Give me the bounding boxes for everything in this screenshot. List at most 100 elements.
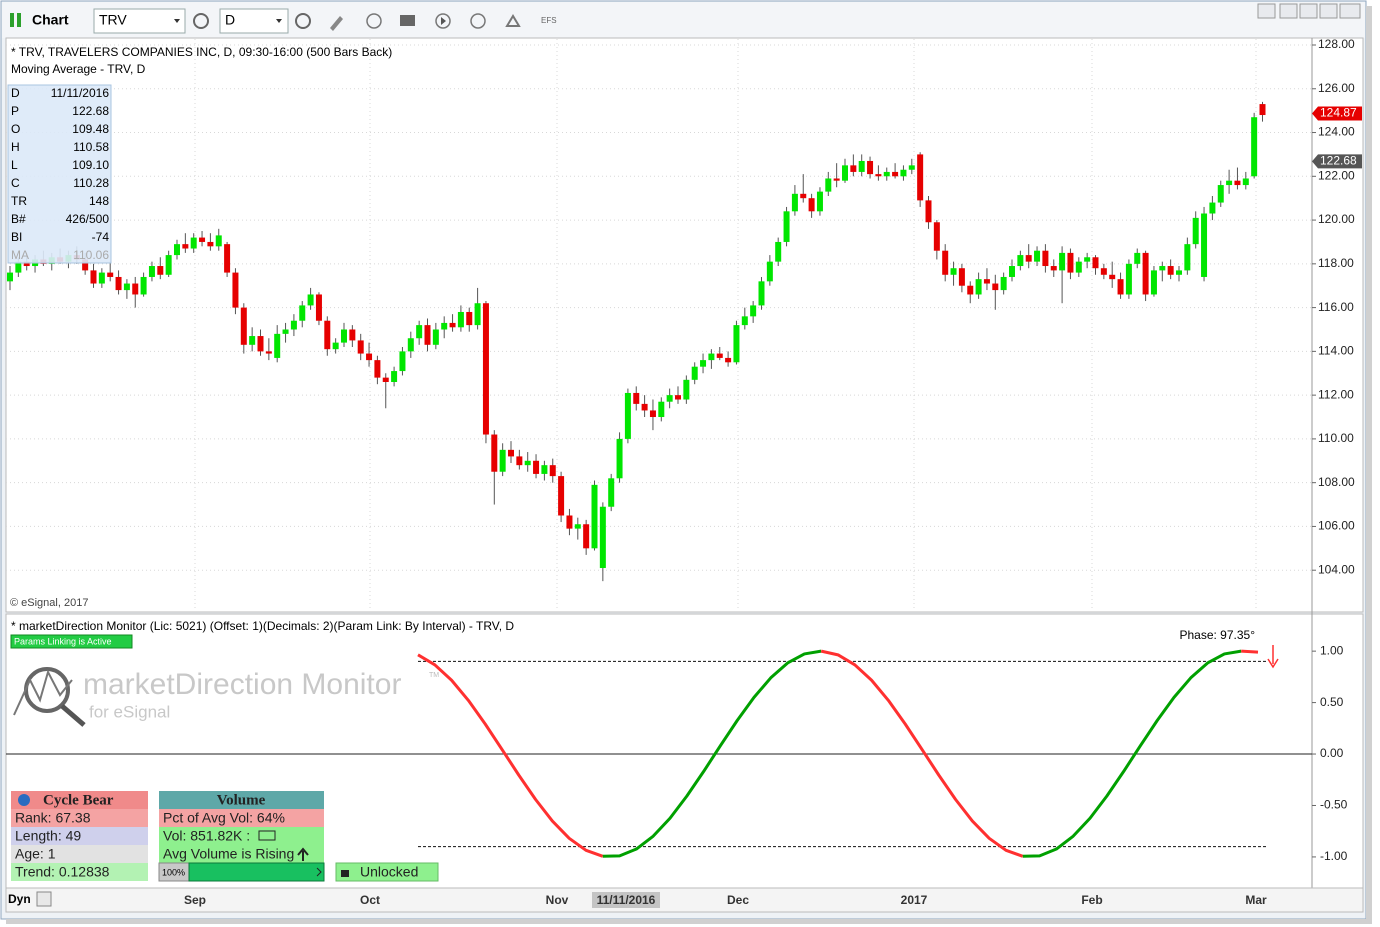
candle-body (132, 283, 139, 295)
candle-body (758, 281, 765, 306)
alert-icon[interactable] (470, 13, 486, 29)
data-window-value: 11/11/2016 (51, 86, 110, 100)
candle-body (324, 320, 331, 350)
direction-arrow (1267, 645, 1279, 669)
candle-body (1259, 104, 1266, 116)
candle-body (232, 272, 239, 308)
x-tick-label: Nov (546, 893, 569, 907)
cycle-title-row (11, 791, 148, 809)
candle-body (816, 191, 823, 212)
y-tick-label: 0.50 (1320, 695, 1344, 709)
price-marker (1312, 154, 1362, 169)
candle-body (1125, 263, 1132, 295)
volume-title: Volume (217, 792, 266, 808)
info-icon[interactable] (18, 794, 30, 806)
candle-body (391, 371, 398, 383)
data-window-rows: D 11/11/2016 P 122.68 O 109.48 H 110.58 L 109.10 C… (11, 86, 109, 262)
minimize-button[interactable] (1299, 3, 1318, 19)
lock-button[interactable] (335, 862, 439, 882)
restore-button[interactable] (1279, 3, 1298, 19)
cycle-rank: Rank: 67.38 (15, 810, 91, 826)
time-icon[interactable] (295, 13, 311, 29)
data-window-value: 109.48 (72, 122, 109, 136)
oscillator: 1.00 0.50 0.00 -0.50 -1.00 (6, 643, 1348, 863)
candle-body (257, 336, 264, 352)
candle-body (649, 410, 656, 418)
candle-body (1084, 257, 1091, 262)
link-icon[interactable] (505, 14, 521, 27)
settings-icon[interactable] (193, 13, 209, 29)
candle-body (800, 193, 807, 199)
chart-icon (17, 13, 21, 27)
candle-body (357, 340, 364, 354)
data-window-key: L (11, 158, 18, 172)
draw-icon[interactable] (330, 16, 343, 31)
logo-wave (13, 669, 73, 716)
efs-button[interactable]: EFS (541, 16, 557, 25)
y-tick-label: 108.00 (1318, 475, 1355, 489)
cycle-title: Cycle Bear (43, 792, 114, 808)
cycle-row (11, 863, 148, 881)
news-icon[interactable] (400, 15, 415, 26)
copyright: © eSignal, 2017 (10, 597, 88, 609)
candle-body (474, 303, 481, 326)
candle-body (516, 456, 523, 466)
candle-body (366, 353, 373, 361)
candle-body (867, 160, 874, 175)
y-tick-label: 112.00 (1318, 387, 1354, 401)
y-tick-label: 116.00 (1318, 300, 1354, 314)
candle-body (23, 261, 30, 267)
close-button[interactable] (1339, 3, 1361, 19)
x-tick-label: 2017 (901, 893, 928, 907)
candle-body (1242, 178, 1249, 186)
candle-body (157, 266, 164, 275)
candle-body (224, 244, 231, 273)
candle-body (174, 244, 180, 256)
candle-body (1142, 252, 1149, 295)
candle-body (683, 379, 690, 400)
candles: 124.87 122.68 (7, 101, 1362, 582)
candle-body (850, 165, 857, 172)
candle-body (499, 449, 506, 472)
time-mode: Dyn (8, 892, 31, 906)
y-tick-label: -0.50 (1320, 798, 1348, 812)
candle-body (199, 237, 206, 242)
y-tick-label: 122.00 (1318, 168, 1355, 182)
candle-body (466, 311, 473, 326)
data-window-value: 110.58 (73, 140, 109, 154)
candle-body (1075, 261, 1082, 273)
candle-body (558, 476, 565, 516)
candle-body (1176, 270, 1182, 275)
candle-body (1192, 217, 1199, 245)
candle-body (265, 351, 272, 354)
x-tick-label: Feb (1081, 893, 1102, 907)
candle-body (1209, 202, 1216, 214)
maximize-button[interactable] (1319, 3, 1338, 19)
price-pane (5, 37, 1364, 613)
help-button[interactable] (1257, 3, 1276, 19)
oscillator-line (820, 649, 1024, 858)
cursor-date-box (592, 892, 660, 908)
y-tick-label: -1.00 (1320, 849, 1348, 863)
data-window-key: MA (11, 248, 29, 262)
logo-tm: TM (429, 672, 439, 679)
candle-body (432, 329, 439, 345)
symbol-box[interactable] (93, 8, 186, 34)
candle-body (349, 329, 356, 341)
candle-body (1159, 266, 1166, 271)
interval-box[interactable] (219, 8, 289, 34)
candle-body (290, 320, 297, 330)
candle-body (90, 270, 97, 284)
candle-body (508, 449, 514, 457)
y-tick-label: 110.00 (1318, 431, 1354, 445)
study-icon[interactable] (366, 13, 382, 29)
candle-body (666, 395, 673, 402)
data-window-key: H (11, 140, 20, 154)
candle-body (599, 506, 606, 569)
cycle-trend: Trend: 0.12838 (15, 864, 110, 880)
candle-body (1050, 266, 1057, 271)
data-window-key: D (11, 86, 20, 100)
play-icon[interactable] (435, 13, 451, 29)
x-tick-label: Oct (360, 893, 380, 907)
data-window-value: 426/500 (66, 212, 110, 226)
